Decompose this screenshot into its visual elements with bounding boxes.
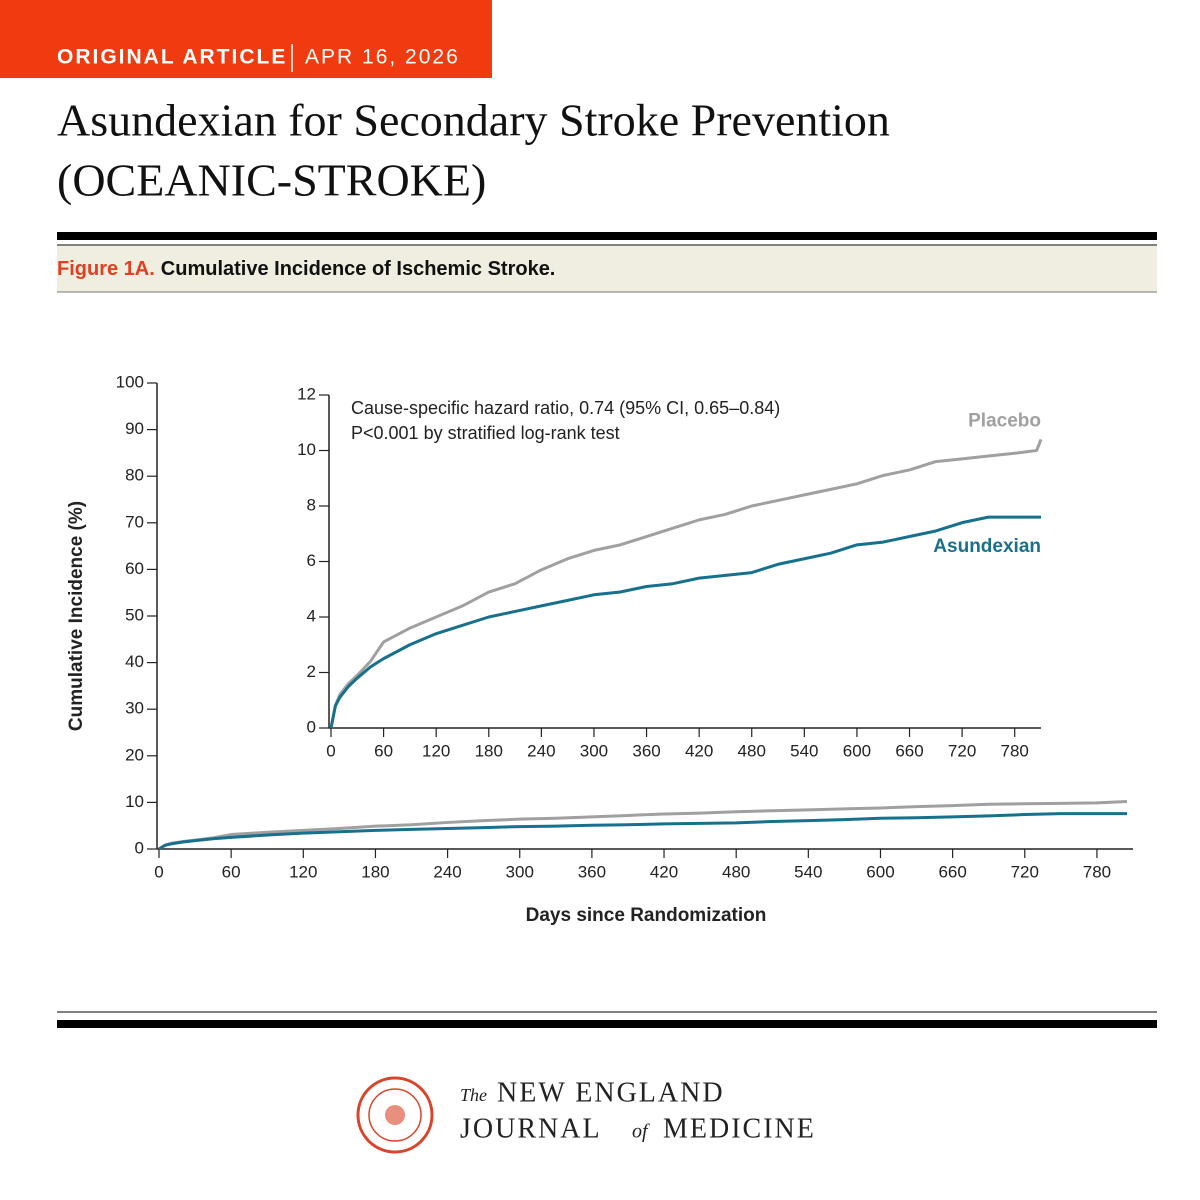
rule [57,1020,1157,1028]
series-line [158,812,1127,851]
annotation: Cause-specific hazard ratio, 0.74 (95% C… [351,398,780,418]
figure-label: Figure 1A. [57,258,155,280]
seal-ring [356,1076,434,1154]
y-tick-label: 80 [125,466,144,485]
x-tick-label: 300 [506,862,534,881]
x-tick-label: 240 [527,741,555,760]
logo-line1: NEW ENGLAND [497,1077,725,1108]
figure-caption: Figure 1A. Cumulative Incidence of Ischem… [57,258,555,280]
article-tag: ORIGINAL ARTICLE [57,46,287,69]
logo-journal: JOURNAL [460,1113,602,1144]
logo-medicine: MEDICINE [663,1113,816,1144]
y-tick-label: 30 [125,699,144,718]
seal-ring [368,1088,422,1142]
y-tick-label: 0 [307,717,316,736]
y-tick-label: 50 [125,605,144,624]
x-tick-label: 300 [580,741,608,760]
y-tick-label: 12 [297,384,316,403]
x-axis-label: Days since Randomization [526,905,767,926]
logo-of: of [632,1121,650,1143]
seal-center [385,1105,405,1125]
title: (OCEANIC-STROKE) [57,155,486,206]
x-tick-label: 240 [433,862,461,881]
tag-banner [0,0,492,78]
article-date: APR 16, 2026 [305,46,460,69]
x-tick-label: 360 [578,862,606,881]
x-tick-label: 420 [650,862,678,881]
x-tick-label: 420 [685,741,713,760]
seal [356,1076,434,1154]
x-tick-label: 120 [422,741,450,760]
x-tick-label: 60 [222,862,241,881]
series-label: Placebo [968,410,1041,431]
y-tick-label: 8 [307,495,316,514]
series-label: Asundexian [933,536,1041,557]
y-tick-label: 90 [125,419,144,438]
logo-the: The [460,1085,487,1105]
x-tick-label: 480 [738,741,766,760]
x-tick-label: 780 [1001,741,1029,760]
y-axis-label: Cumulative Incidence (%) [66,501,87,731]
caption-text: Cumulative Incidence of Ischemic Stroke. [161,258,556,280]
y-tick-label: 100 [116,372,144,391]
x-tick-label: 540 [794,862,822,881]
y-tick-label: 6 [307,551,316,570]
y-tick-label: 10 [297,440,316,459]
x-tick-label: 660 [938,862,966,881]
x-tick-label: 780 [1083,862,1111,881]
y-tick-label: 40 [125,652,144,671]
rule [57,232,1157,240]
y-tick-label: 4 [307,606,316,625]
x-tick-label: 660 [895,741,923,760]
y-tick-label: 0 [135,838,144,857]
x-tick-label: 120 [289,862,317,881]
x-tick-label: 600 [843,741,871,760]
series-line [329,438,1043,729]
y-tick-label: 20 [125,745,144,764]
x-tick-label: 60 [374,741,393,760]
y-tick-label: 10 [125,792,144,811]
y-tick-label: 60 [125,559,144,578]
x-tick-label: 480 [722,862,750,881]
x-tick-label: 600 [866,862,894,881]
annotation: P<0.001 by stratified log-rank test [351,423,620,443]
x-tick-label: 0 [154,862,163,881]
series-line [329,515,1041,729]
x-tick-label: 540 [790,741,818,760]
x-tick-label: 720 [1011,862,1039,881]
title: Asundexian for Secondary Stroke Preventi… [57,95,890,146]
x-tick-label: 0 [326,741,335,760]
x-tick-label: 180 [361,862,389,881]
y-tick-label: 2 [307,662,316,681]
caption-band [57,246,1157,292]
y-tick-label: 70 [125,512,144,531]
x-tick-label: 360 [632,741,660,760]
x-tick-label: 180 [475,741,503,760]
x-tick-label: 720 [948,741,976,760]
